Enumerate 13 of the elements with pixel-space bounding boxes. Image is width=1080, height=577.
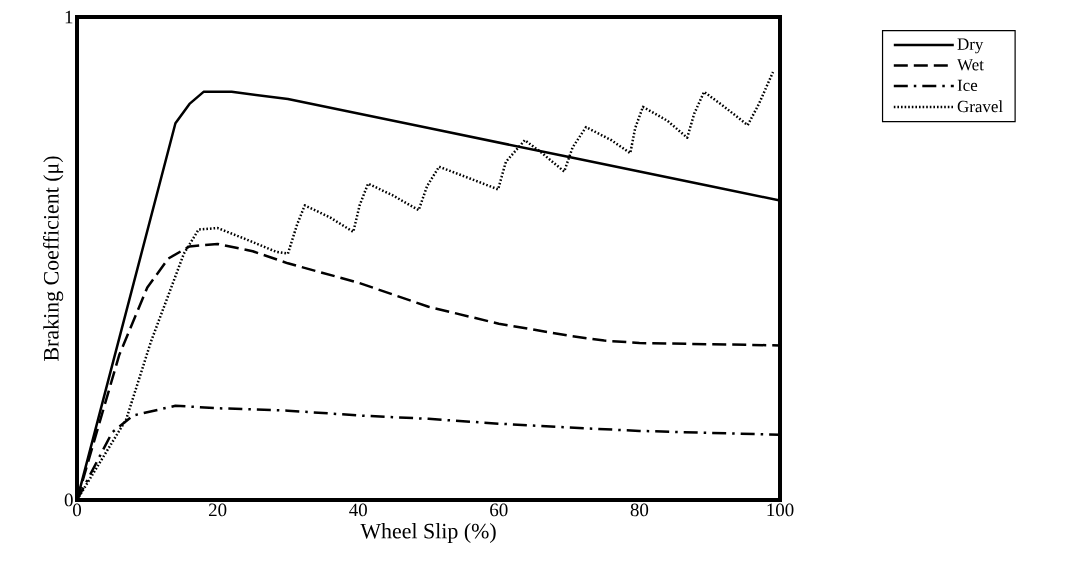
x-tick-label: 80 (630, 503, 649, 517)
x-axis-title: Wheel Slip (%) (360, 523, 496, 543)
x-tick-label: 0 (73, 503, 82, 517)
legend-label: Gravel (957, 100, 1003, 113)
legend-label: Dry (957, 38, 984, 54)
x-tick-label: 20 (208, 503, 227, 517)
x-tick-label: 100 (767, 503, 794, 517)
legend-label: Wet (957, 59, 984, 71)
legend-label: Ice (957, 79, 978, 92)
y-tick-label: 1 (65, 10, 73, 24)
x-tick-label: 60 (490, 503, 508, 517)
y-axis-title: Braking Coefficient (μ) (43, 156, 64, 361)
x-tick-label: 40 (349, 503, 367, 517)
